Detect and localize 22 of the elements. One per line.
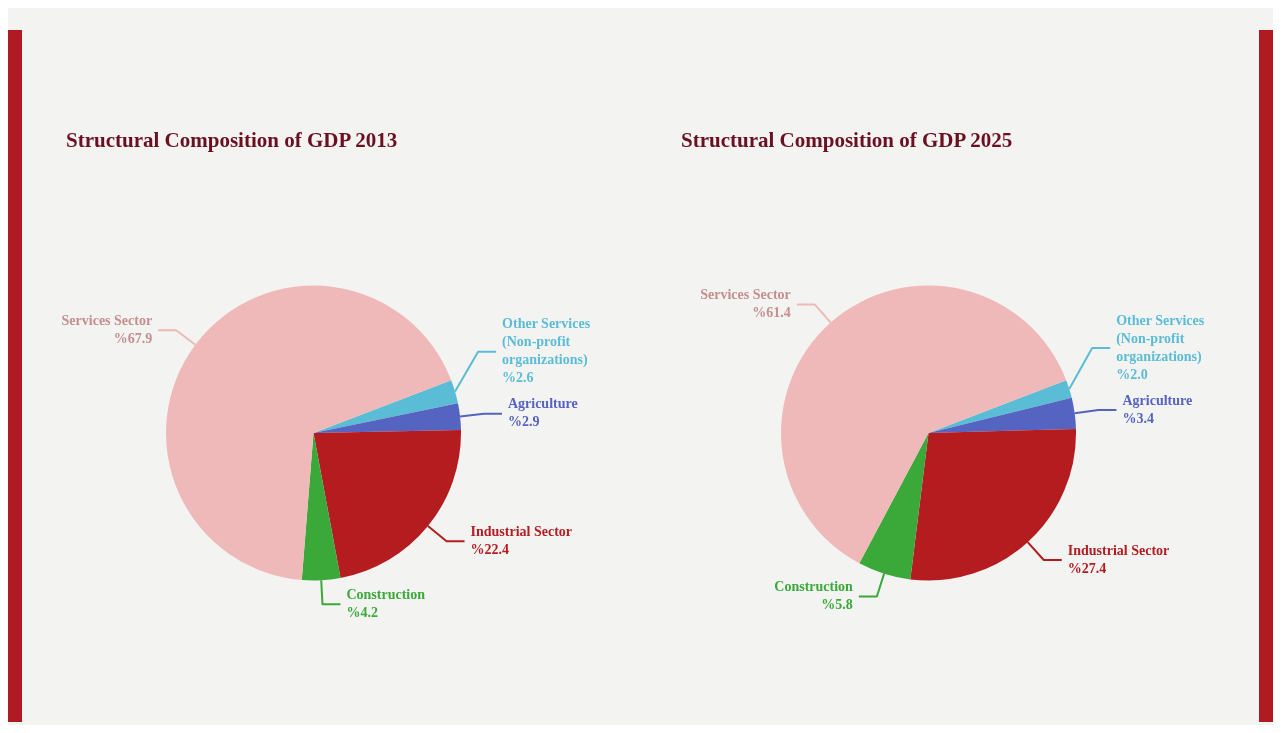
slice-label: Other Services (Non-profit organizations) bbox=[1116, 312, 1205, 365]
data-label: %61.4 bbox=[752, 305, 791, 321]
data-label: %67.9 bbox=[113, 330, 153, 346]
slice-label: Services Sector bbox=[700, 287, 791, 303]
slice-label: Agriculture bbox=[1122, 392, 1193, 408]
data-label: %2.9 bbox=[507, 414, 540, 430]
data-label: %22.4 bbox=[470, 541, 510, 557]
slice-label: Other Services (Non-profit organizations) bbox=[502, 316, 591, 369]
chart-title: Structural Composition of GDP 2025 bbox=[681, 128, 1014, 153]
data-label: %3.4 bbox=[1122, 410, 1154, 426]
data-label: %4.2 bbox=[346, 604, 378, 620]
chart-title: Structural Composition of GDP 2013 bbox=[66, 128, 399, 153]
slice-label: Construction bbox=[774, 579, 854, 595]
data-label: %27.4 bbox=[1067, 560, 1107, 576]
slice-label: Services Sector bbox=[61, 312, 153, 328]
data-label: %2.0 bbox=[1116, 366, 1148, 382]
data-label: %2.6 bbox=[502, 370, 534, 386]
slice-label: Construction bbox=[346, 586, 426, 602]
slice-label: Industrial Sector bbox=[1067, 542, 1170, 558]
slice-label: Agriculture bbox=[507, 396, 578, 412]
slice-label: Industrial Sector bbox=[470, 523, 573, 539]
data-label: %5.8 bbox=[821, 597, 853, 613]
